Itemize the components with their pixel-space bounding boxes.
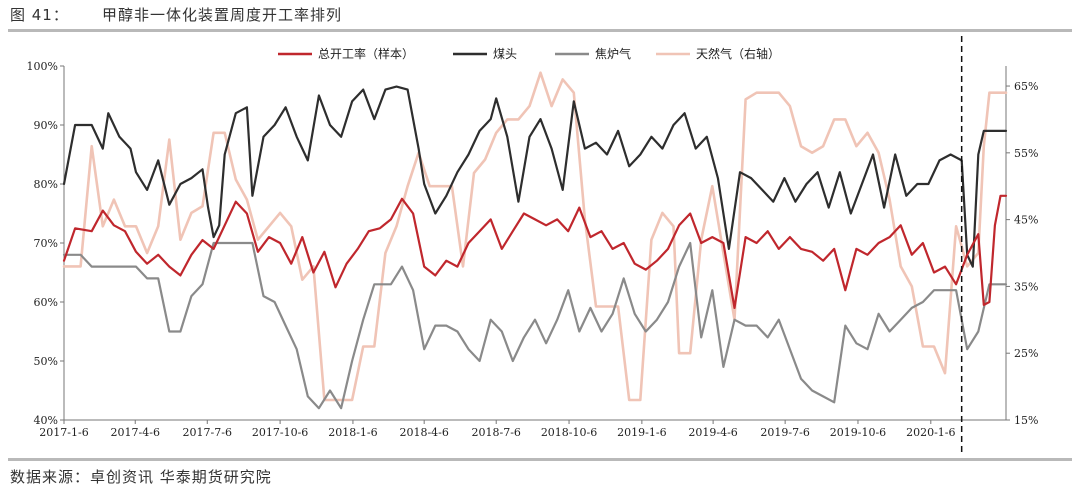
legend-label: 天然气（右轴） [696, 46, 780, 61]
y-left-tick-label: 40% [34, 414, 58, 427]
x-tick-label: 2020-1-6 [906, 426, 955, 439]
legend-label: 煤头 [493, 47, 517, 61]
x-tick-label: 2019-10-6 [830, 426, 886, 439]
figure-title: 甲醇非一体化装置周度开工率排列 [102, 6, 343, 24]
footer-rule [8, 458, 1072, 461]
figure-header: 图 41： 甲醇非一体化装置周度开工率排列 [10, 4, 1070, 30]
y-left-tick-label: 50% [34, 355, 58, 368]
y-left-tick-label: 100% [27, 60, 58, 73]
y-left-tick-label: 70% [34, 237, 58, 250]
legend-label: 焦炉气 [595, 46, 631, 61]
x-tick-label: 2018-1-6 [328, 426, 377, 439]
data-source: 数据来源：卓创资讯 华泰期货研究院 [10, 468, 272, 486]
series-line-2 [62, 241, 1008, 410]
chart-legend: 总开工率（样本） 煤头 焦炉气 天然气（右轴） [278, 46, 780, 61]
x-tick-label: 2017-4-6 [111, 426, 160, 439]
series-line-3 [62, 71, 1008, 402]
legend-label: 总开工率（样本） [318, 46, 414, 61]
x-tick-label: 2018-10-6 [541, 426, 597, 439]
y-right-tick-label: 45% [1014, 214, 1038, 227]
figure-number: 图 41： [10, 6, 69, 24]
y-right-tick-label: 15% [1014, 414, 1038, 427]
series-layer [62, 36, 1008, 452]
y-right-tick-label: 65% [1014, 80, 1038, 93]
x-tick-label: 2019-4-6 [688, 426, 737, 439]
series-line-1 [62, 85, 1008, 268]
x-tick-label: 2017-7-6 [183, 426, 232, 439]
y-left-tick-label: 80% [34, 178, 58, 191]
header-rule [8, 29, 1072, 32]
x-tick-label: 2017-10-6 [252, 426, 308, 439]
y-right-tick-label: 55% [1014, 147, 1038, 160]
x-tick-label: 2018-7-6 [471, 426, 520, 439]
x-tick-label: 2019-7-6 [760, 426, 809, 439]
x-tick-label: 2019-1-6 [617, 426, 666, 439]
x-tick-label: 2017-1-6 [39, 426, 88, 439]
chart-axes: 40% 50% 60% 70% 80% 90% 100% 15% 25% 35% 45% 55% 65%… [27, 60, 1039, 439]
x-tick-label: 2018-4-6 [399, 426, 448, 439]
series-line-0 [62, 194, 1008, 309]
y-right-tick-label: 35% [1014, 280, 1038, 293]
y-right-tick-label: 25% [1014, 347, 1038, 360]
y-left-tick-label: 60% [34, 296, 58, 309]
methanol-operating-rate-chart: 40% 50% 60% 70% 80% 90% 100% 15% 25% 35% 45% 55% 65%… [27, 36, 1039, 452]
y-left-tick-label: 90% [34, 119, 58, 132]
